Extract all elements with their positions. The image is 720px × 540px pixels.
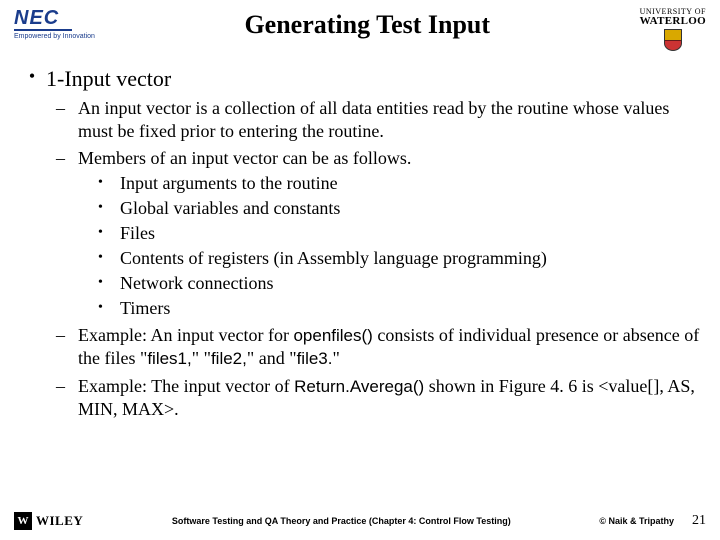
bullet-dot-icon: • xyxy=(18,65,46,93)
text-run: " " xyxy=(192,348,211,368)
code-run: file2, xyxy=(211,349,247,368)
wiley-logo: W WILEY xyxy=(14,512,83,530)
bullet-dot-icon: • xyxy=(98,247,120,270)
bullet-dot-icon: • xyxy=(98,197,120,220)
copyright: © Naik & Tripathy xyxy=(599,516,674,526)
level3-text: Files xyxy=(120,222,155,245)
waterloo-logo: UNIVERSITY OF WATERLOO xyxy=(640,8,706,51)
level2-item: – Example: The input vector of Return.Av… xyxy=(18,375,706,421)
bullet-dot-icon: • xyxy=(98,272,120,295)
level3-text: Network connections xyxy=(120,272,273,295)
wiley-mark-icon: W xyxy=(14,512,32,530)
slide: NEC Empowered by Innovation Generating T… xyxy=(0,0,720,540)
level3-item: •Contents of registers (in Assembly lang… xyxy=(18,247,706,270)
level3-item: •Global variables and constants xyxy=(18,197,706,220)
code-run: openfiles() xyxy=(293,326,372,345)
level2-item: – An input vector is a collection of all… xyxy=(18,97,706,143)
text-run: Example: The input vector of xyxy=(78,376,294,396)
page-number: 21 xyxy=(692,513,706,529)
nec-logo: NEC Empowered by Innovation xyxy=(14,8,95,40)
bullet-dash-icon: – xyxy=(56,97,78,143)
level3-item: •Input arguments to the routine xyxy=(18,172,706,195)
header: NEC Empowered by Innovation Generating T… xyxy=(14,8,706,51)
bullet-dash-icon: – xyxy=(56,324,78,370)
text-run: " and " xyxy=(247,348,297,368)
level2-item: – Example: An input vector for openfiles… xyxy=(18,324,706,370)
level3-item: •Files xyxy=(18,222,706,245)
level1-text: 1-Input vector xyxy=(46,65,171,93)
nec-word: NEC xyxy=(14,8,59,28)
uw-bot: WATERLOO xyxy=(640,16,706,27)
level2-text: Members of an input vector can be as fol… xyxy=(78,147,411,170)
code-run: files1, xyxy=(147,349,191,368)
footer-center: Software Testing and QA Theory and Pract… xyxy=(172,516,511,526)
bullet-dot-icon: • xyxy=(98,297,120,320)
code-run: Return.Averega() xyxy=(294,377,424,396)
level3-item: •Network connections xyxy=(18,272,706,295)
level3-text: Timers xyxy=(120,297,170,320)
level2-text: Example: The input vector of Return.Aver… xyxy=(78,375,706,421)
level3-item: •Timers xyxy=(18,297,706,320)
bullet-dot-icon: • xyxy=(98,172,120,195)
level3-text: Input arguments to the routine xyxy=(120,172,338,195)
footer: W WILEY Software Testing and QA Theory a… xyxy=(0,512,720,530)
level1-item: • 1-Input vector xyxy=(18,65,706,93)
level3-text: Contents of registers (in Assembly langu… xyxy=(120,247,547,270)
level2-item: – Members of an input vector can be as f… xyxy=(18,147,706,170)
nec-bar xyxy=(14,29,72,31)
level2-text: Example: An input vector for openfiles()… xyxy=(78,324,706,370)
level2-text: An input vector is a collection of all d… xyxy=(78,97,706,143)
bullet-dash-icon: – xyxy=(56,147,78,170)
bullet-dot-icon: • xyxy=(98,222,120,245)
wiley-text: WILEY xyxy=(36,513,83,529)
bullet-dash-icon: – xyxy=(56,375,78,421)
page-title: Generating Test Input xyxy=(95,8,640,40)
footer-right: © Naik & Tripathy 21 xyxy=(599,513,706,529)
text-run: " xyxy=(332,348,339,368)
text-run: Example: An input vector for xyxy=(78,325,293,345)
uw-crest-icon xyxy=(664,29,682,51)
content: • 1-Input vector – An input vector is a … xyxy=(14,65,706,421)
level3-text: Global variables and constants xyxy=(120,197,340,220)
nec-tagline: Empowered by Innovation xyxy=(14,33,95,40)
code-run: file3. xyxy=(297,349,333,368)
